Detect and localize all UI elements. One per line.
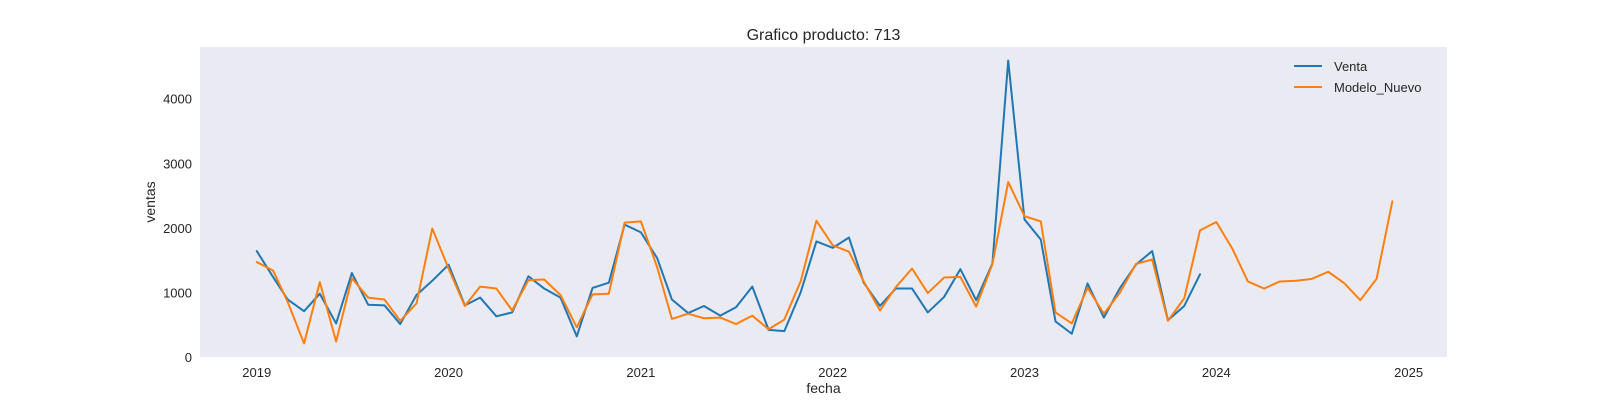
legend-label: Venta <box>1334 59 1368 74</box>
x-tick-label: 2023 <box>1010 365 1039 380</box>
x-axis-label: fecha <box>806 380 840 396</box>
y-tick-label: 1000 <box>163 285 192 300</box>
legend-item: Modelo_Nuevo <box>1294 80 1421 95</box>
series-line-venta <box>255 59 1202 338</box>
y-tick-label: 2000 <box>163 221 192 236</box>
x-tick-label: 2019 <box>242 365 271 380</box>
y-tick-label: 0 <box>185 350 192 365</box>
x-tick-label: 2021 <box>626 365 655 380</box>
x-axis: 2019 2020 2021 2022 2023 2024 2025 <box>242 365 1423 380</box>
series-layer <box>255 59 1394 345</box>
series-line-modelo-nuevo <box>255 180 1394 345</box>
legend-label: Modelo_Nuevo <box>1334 80 1421 95</box>
x-tick-label: 2025 <box>1394 365 1423 380</box>
plot-area <box>200 47 1447 357</box>
y-axis: 0 1000 2000 3000 4000 <box>163 92 192 365</box>
y-axis-label: ventas <box>142 181 158 222</box>
x-tick-label: 2020 <box>434 365 463 380</box>
x-tick-label: 2022 <box>818 365 847 380</box>
chart-title: Grafico producto: 713 <box>747 27 901 44</box>
x-tick-label: 2024 <box>1202 365 1231 380</box>
y-tick-label: 3000 <box>163 156 192 171</box>
y-tick-label: 4000 <box>163 92 192 107</box>
legend: Venta Modelo_Nuevo <box>1294 59 1421 95</box>
legend-item: Venta <box>1294 59 1368 74</box>
